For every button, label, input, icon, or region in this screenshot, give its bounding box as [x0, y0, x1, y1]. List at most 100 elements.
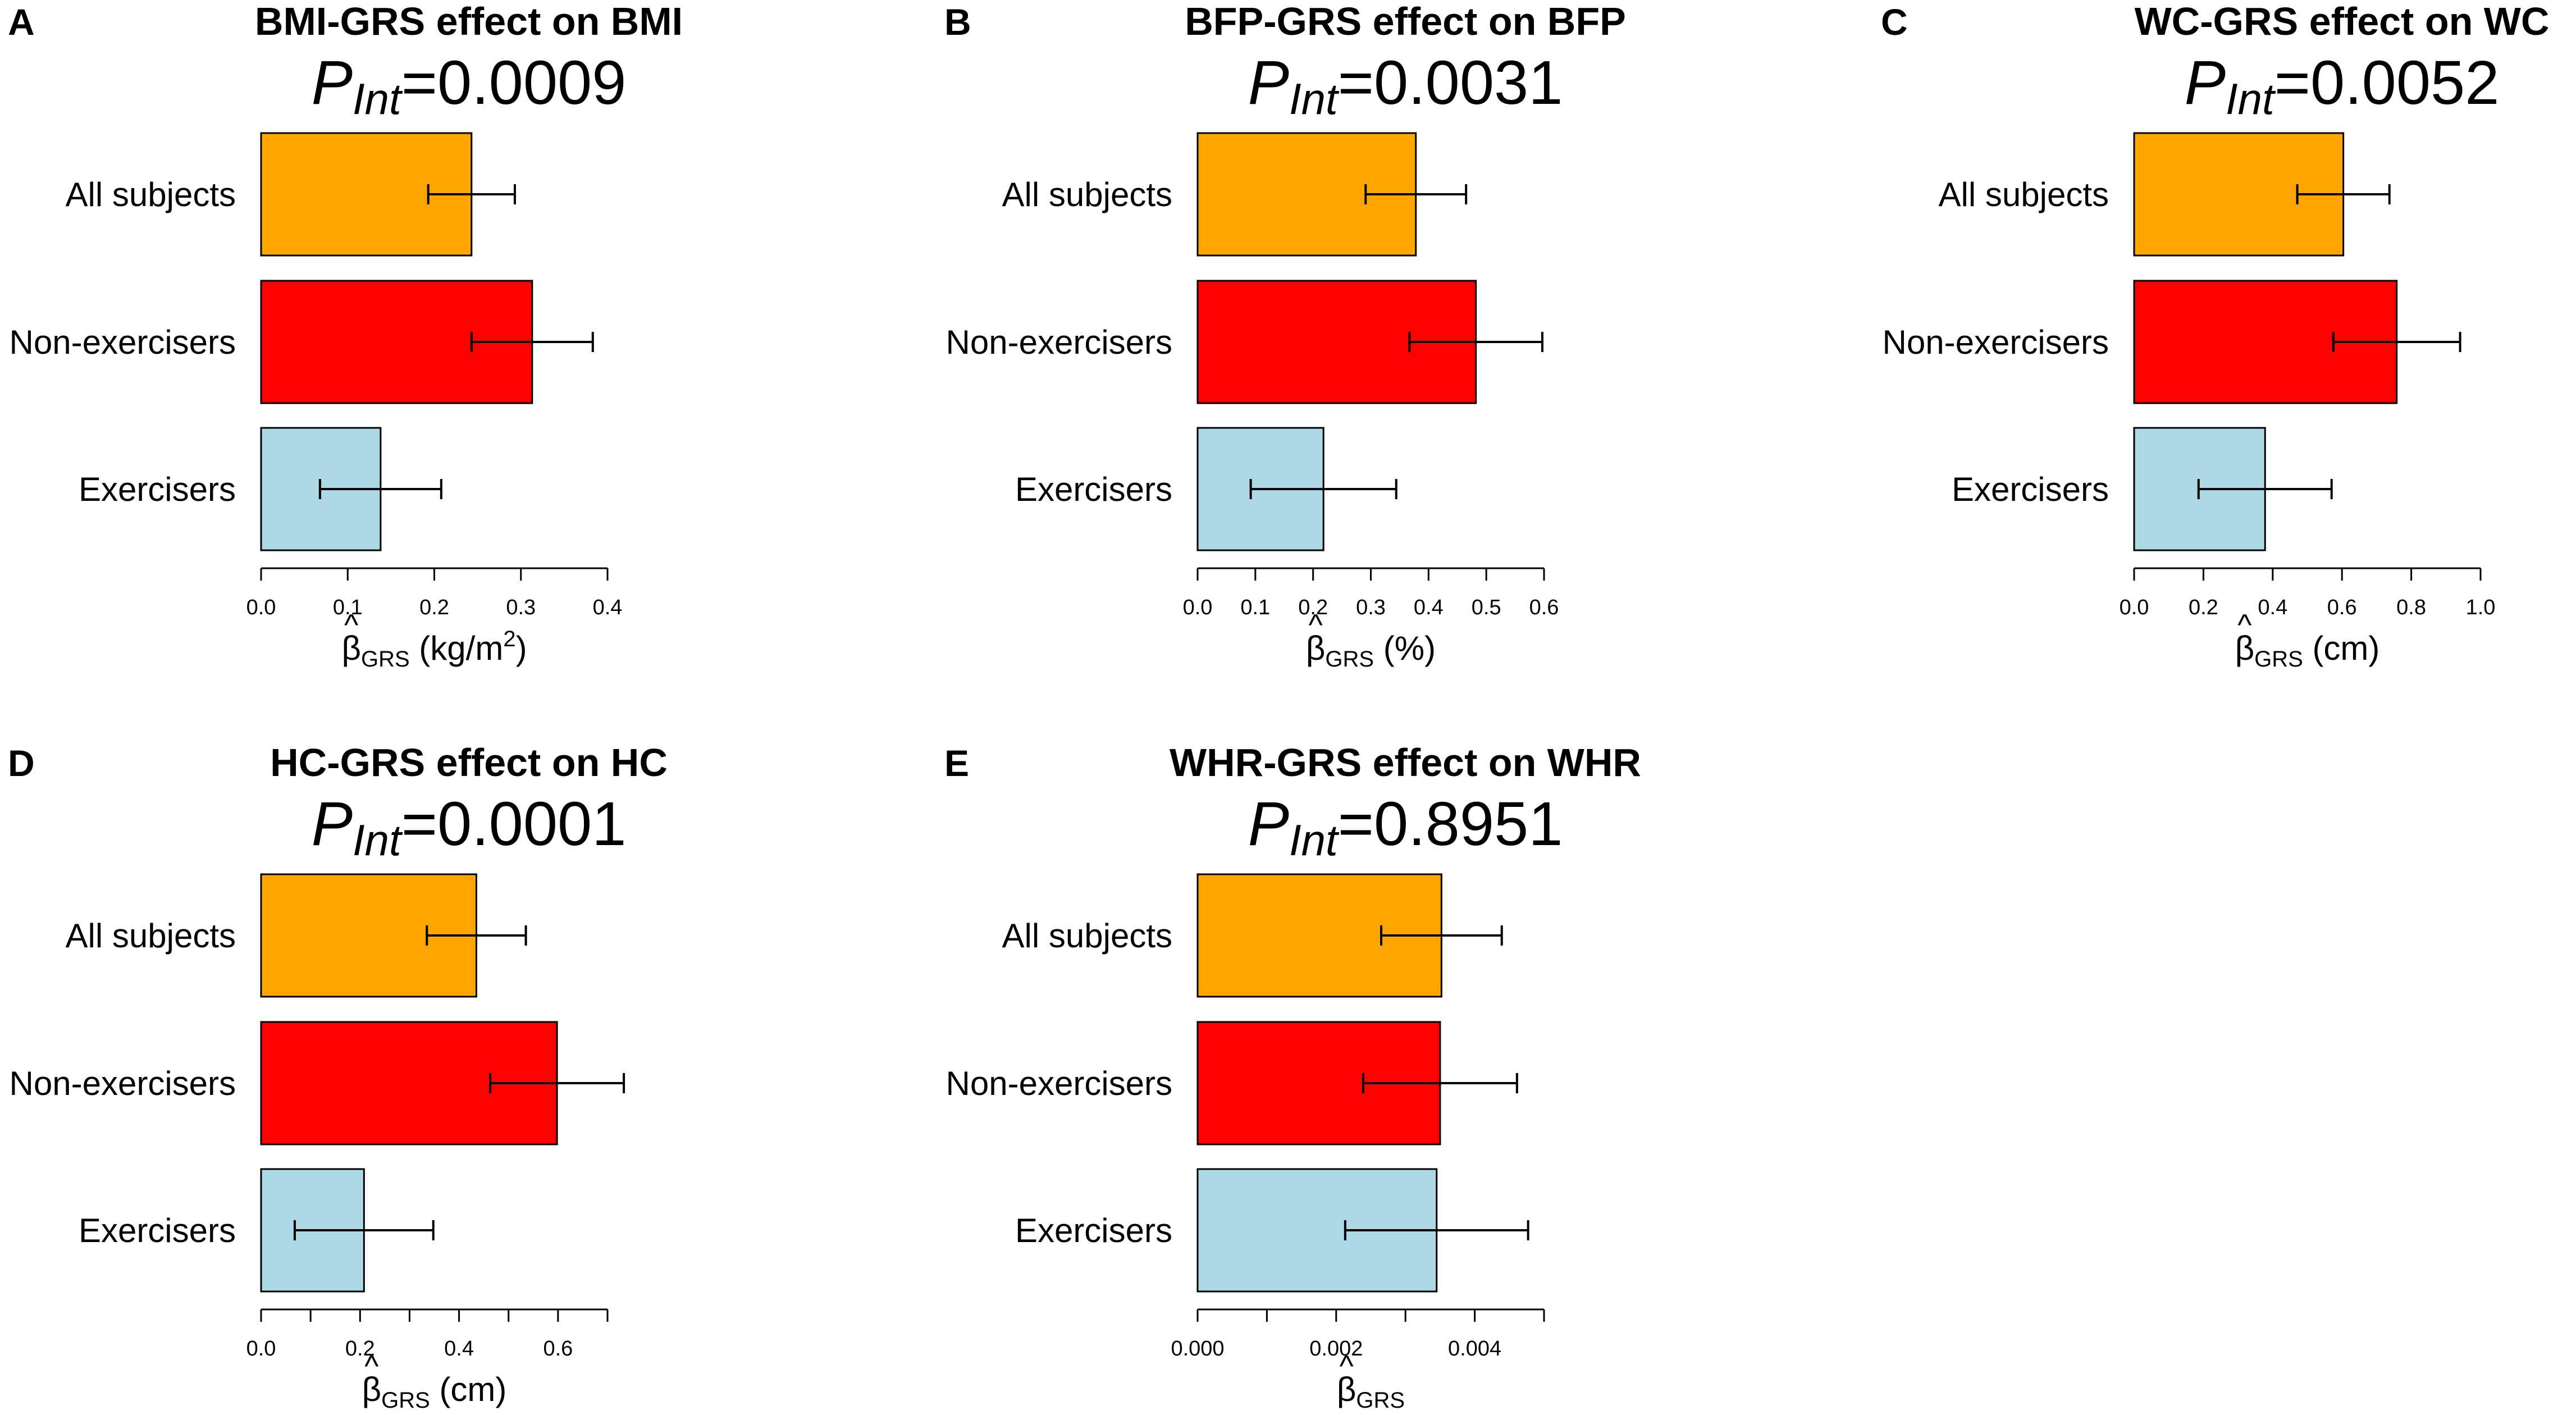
panel-letter: A: [8, 1, 35, 43]
panel-letter: B: [944, 1, 971, 43]
category-label-all-subjects: All subjects: [1939, 176, 2109, 213]
x-axis-label: βGRS (%): [1306, 629, 1436, 672]
x-tick-label: 0.2: [2189, 596, 2218, 619]
x-tick-label: 0.002: [1309, 1337, 1363, 1361]
category-label-non-exercisers: Non-exercisers: [10, 323, 236, 361]
category-label-non-exercisers: Non-exercisers: [10, 1065, 236, 1102]
p-symbol: P: [312, 48, 353, 117]
panel-letter: C: [1881, 1, 1908, 43]
beta-symbol: β: [1337, 1371, 1356, 1408]
p-subscript: Int: [353, 815, 403, 865]
category-label-all-subjects: All subjects: [66, 176, 236, 213]
x-tick-label: 0.1: [333, 596, 363, 619]
p-value: =0.8951: [1338, 789, 1563, 859]
x-tick-label: 0.0: [246, 1337, 276, 1361]
x-label-unit: (kg/m: [410, 629, 504, 667]
chart-title: HC-GRS effect on HC: [270, 741, 668, 784]
p-interaction-label: PInt=0.0052: [2185, 48, 2500, 124]
p-symbol: P: [1248, 789, 1289, 859]
p-symbol: P: [1248, 48, 1289, 117]
category-label-exercisers: Exercisers: [79, 1212, 236, 1249]
x-tick-label: 0.4: [2258, 596, 2287, 619]
x-label-subscript: GRS: [1325, 647, 1374, 672]
x-label-subscript: GRS: [381, 1388, 430, 1413]
category-label-all-subjects: All subjects: [1002, 917, 1172, 955]
x-tick-label: 0.0: [246, 596, 276, 619]
p-subscript: Int: [1289, 74, 1340, 124]
x-tick-label: 0.0: [2120, 596, 2149, 619]
x-axis-label: βGRS (cm): [362, 1371, 507, 1413]
p-value: =0.0052: [2274, 48, 2500, 117]
x-tick-label: 0.4: [1414, 596, 1444, 619]
p-subscript: Int: [1289, 815, 1340, 865]
panel-e: E WHR-GRS effect on WHR PInt=0.8951 All sub…: [944, 741, 1641, 1413]
beta-symbol: β: [1306, 629, 1326, 667]
x-label-unit: (cm): [2303, 629, 2380, 667]
x-label-unit: (%): [1374, 629, 1436, 667]
p-subscript: Int: [353, 74, 403, 124]
p-subscript: Int: [2226, 74, 2276, 124]
chart-title: BMI-GRS effect on BMI: [255, 0, 683, 43]
category-label-exercisers: Exercisers: [1015, 1212, 1172, 1249]
hat-symbol: ^: [1308, 608, 1323, 642]
panel-d: D HC-GRS effect on HC PInt=0.0001 All subje…: [8, 741, 668, 1413]
beta-symbol: β: [362, 1371, 382, 1408]
x-tick-label: 0.8: [2396, 596, 2426, 619]
x-tick-label: 0.2: [345, 1337, 375, 1361]
hat-symbol: ^: [364, 1349, 379, 1383]
x-tick-label: 0.6: [543, 1337, 573, 1361]
p-value: =0.0031: [1338, 48, 1563, 117]
category-label-exercisers: Exercisers: [79, 471, 236, 508]
x-tick-label: 0.5: [1472, 596, 1501, 619]
x-tick-label: 0.1: [1240, 596, 1270, 619]
category-label-non-exercisers: Non-exercisers: [1883, 323, 2109, 361]
panel-a: A BMI-GRS effect on BMI PInt=0.0009 All sub…: [8, 0, 683, 672]
category-label-all-subjects: All subjects: [66, 917, 236, 955]
p-interaction-label: PInt=0.0031: [1248, 48, 1563, 124]
hat-symbol: ^: [1339, 1349, 1354, 1383]
p-interaction-label: PInt=0.0009: [312, 48, 627, 124]
x-tick-label: 0.4: [593, 596, 623, 619]
category-label-non-exercisers: Non-exercisers: [946, 323, 1172, 361]
x-label-unit-superscript: 2: [503, 627, 515, 651]
p-value: =0.0001: [401, 789, 627, 859]
beta-symbol: β: [341, 629, 361, 667]
chart-title: WHR-GRS effect on WHR: [1170, 741, 1641, 784]
x-tick-label: 0.6: [1529, 596, 1559, 619]
x-axis-label: βGRS (kg/m2): [341, 627, 527, 672]
x-tick-label: 0.2: [419, 596, 449, 619]
bar-all-subjects: [1196, 873, 1442, 998]
x-label-unit: (cm): [430, 1371, 507, 1408]
x-tick-label: 0.3: [506, 596, 536, 619]
x-label-unit-close: ): [516, 629, 527, 667]
x-axis-label: βGRS (cm): [2235, 629, 2380, 672]
x-axis-label: βGRS: [1337, 1371, 1405, 1413]
p-value: =0.0009: [401, 48, 627, 117]
x-tick-label: 0.4: [444, 1337, 474, 1361]
category-label-non-exercisers: Non-exercisers: [946, 1065, 1172, 1102]
panel-letter: D: [8, 742, 35, 784]
x-tick-label: 0.004: [1448, 1337, 1501, 1361]
p-symbol: P: [312, 789, 353, 859]
panel-b: B BFP-GRS effect on BFP PInt=0.0031 All sub…: [944, 0, 1626, 672]
beta-symbol: β: [2235, 629, 2255, 667]
category-label-all-subjects: All subjects: [1002, 176, 1172, 213]
chart-title: BFP-GRS effect on BFP: [1185, 0, 1626, 43]
panel-letter: E: [944, 742, 969, 784]
hat-symbol: ^: [344, 608, 359, 642]
x-tick-label: 0.2: [1298, 596, 1328, 619]
p-symbol: P: [2185, 48, 2226, 117]
x-tick-label: 0.3: [1356, 596, 1386, 619]
x-tick-label: 1.0: [2466, 596, 2496, 619]
x-label-subscript: GRS: [2254, 647, 2303, 672]
category-label-exercisers: Exercisers: [1015, 471, 1172, 508]
category-label-exercisers: Exercisers: [1952, 471, 2109, 508]
chart-title: WC-GRS effect on WC: [2135, 0, 2550, 43]
p-interaction-label: PInt=0.0001: [312, 789, 627, 865]
x-label-subscript: GRS: [361, 647, 410, 672]
x-label-subscript: GRS: [1356, 1388, 1405, 1413]
x-tick-label: 0.6: [2327, 596, 2357, 619]
x-tick-label: 0.000: [1171, 1337, 1224, 1361]
panel-c: C WC-GRS effect on WC PInt=0.0052 All subje…: [1881, 0, 2549, 672]
